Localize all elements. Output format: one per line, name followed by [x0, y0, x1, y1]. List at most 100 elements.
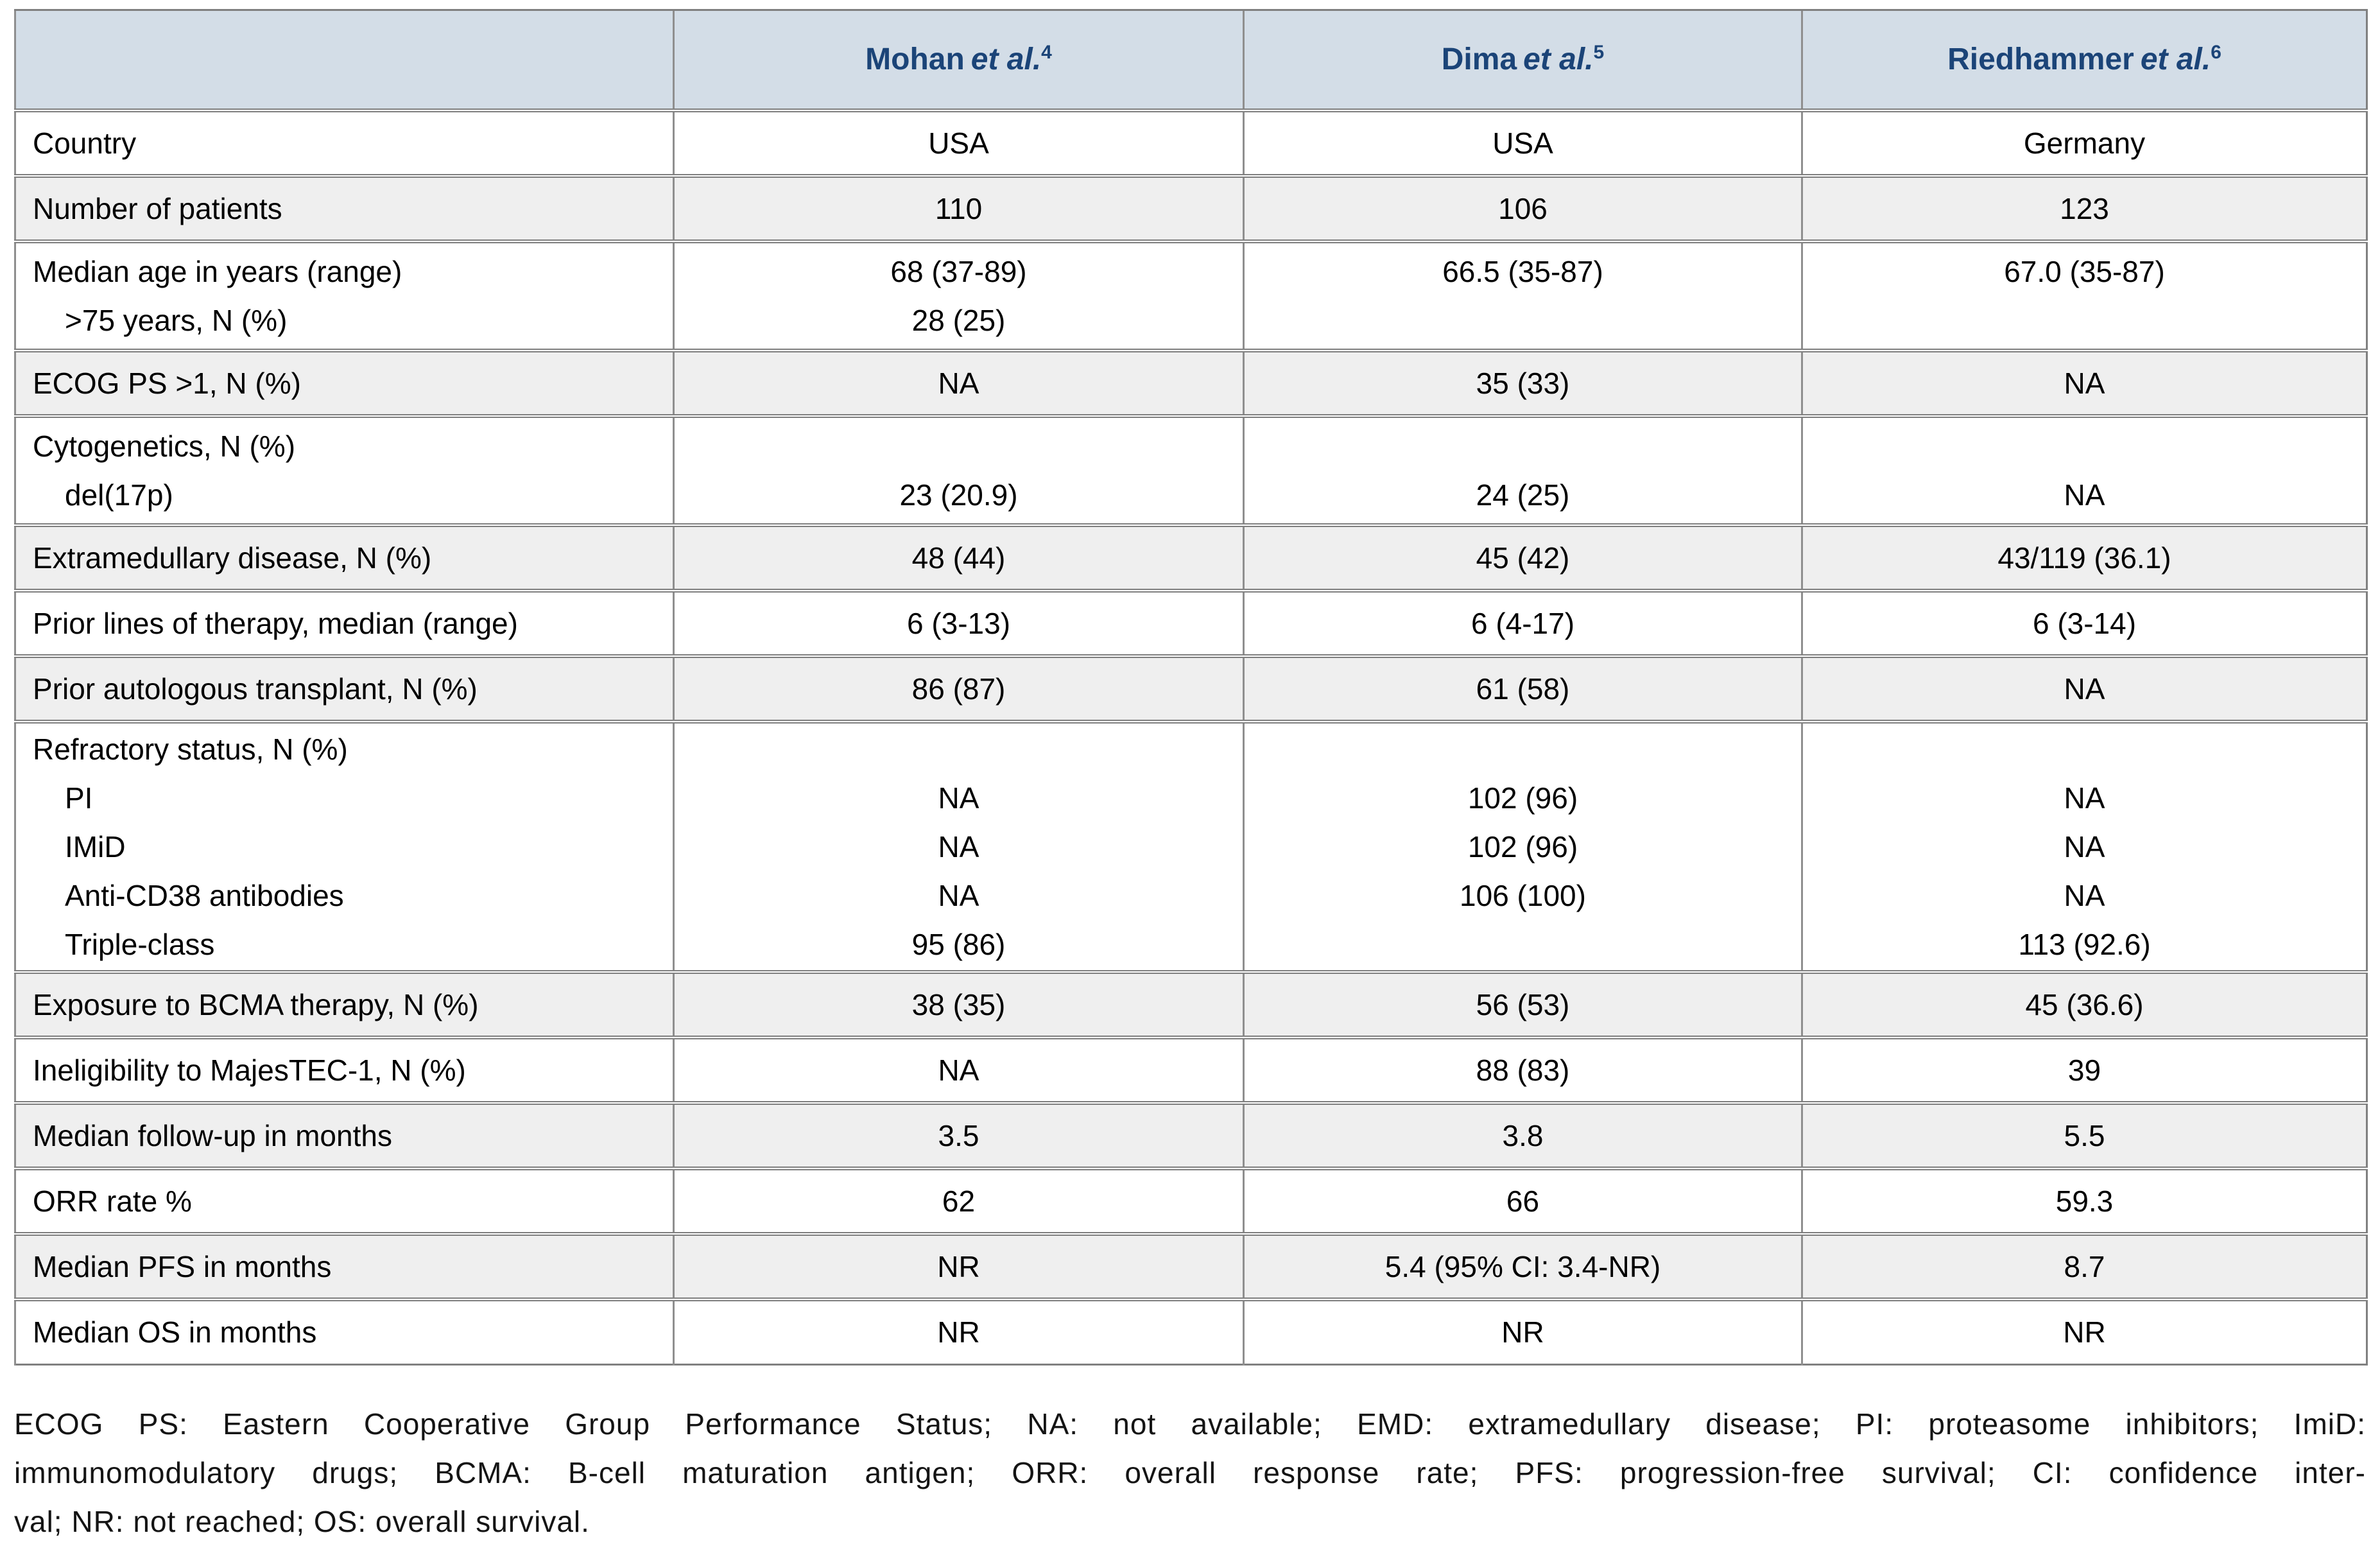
value-cell: NR — [1243, 1297, 1802, 1365]
value-cell: 23 (20.9) — [673, 413, 1244, 525]
table-row: Refractory status, N (%) PI IMiD Anti-CD38 … — [14, 719, 2367, 972]
table-row: ECOG PS >1, N (%) NA 35 (33) NA — [14, 348, 2367, 416]
value-line: 95 (86) — [911, 927, 1006, 961]
value-line: NA — [938, 781, 979, 815]
row-label-line: Number of patients — [33, 191, 282, 225]
value-line: 59.3 — [2055, 1184, 2114, 1218]
table-row: Ineligibility to MajesTEC-1, N (%) NA 88 (… — [14, 1035, 2367, 1103]
header-empty-cell — [14, 9, 674, 110]
row-label-cell: Exposure to BCMA therapy, N (%) — [14, 969, 674, 1037]
value-line: NA — [2064, 366, 2105, 400]
value-line — [680, 725, 1237, 774]
value-line: 88 (83) — [1476, 1053, 1570, 1087]
value-line: 66.5 (35-87) — [1442, 254, 1603, 288]
value-cell: 3.5 — [673, 1100, 1244, 1168]
value-line: NR — [937, 1315, 980, 1349]
value-cell: 106 — [1243, 173, 1802, 241]
table-row: Exposure to BCMA therapy, N (%) 38 (35) 56… — [14, 969, 2367, 1037]
value-cell: 6 (3-13) — [673, 588, 1244, 656]
table-row: Median OS in months NR NR NR — [14, 1297, 2367, 1365]
value-cell: 45 (42) — [1243, 523, 1802, 591]
value-line: 45 (42) — [1476, 541, 1570, 575]
value-cell: 102 (96) 102 (96) 106 (100) — [1243, 719, 1802, 972]
value-cell: NR — [1801, 1297, 2367, 1365]
value-cell: 6 (4-17) — [1243, 588, 1802, 656]
value-cell: 35 (33) — [1243, 348, 1802, 416]
table-row: Country USA USA Germany — [14, 108, 2367, 176]
header-col-riedhammer: Riedhammer et al.6 — [1801, 9, 2367, 110]
value-line: 3.8 — [1502, 1118, 1544, 1152]
value-line: 66 — [1506, 1184, 1540, 1218]
etal-label: et al. — [2140, 42, 2211, 77]
value-cell: 38 (35) — [673, 969, 1244, 1037]
value-line: NA — [2064, 478, 2105, 512]
row-label-line: IMiD — [65, 829, 126, 863]
header-col-mohan: Mohan et al.4 — [673, 9, 1244, 110]
row-label-cell: Prior lines of therapy, median (range) — [14, 588, 674, 656]
value-line: 106 (100) — [1460, 878, 1586, 912]
row-label-cell: ORR rate % — [14, 1166, 674, 1234]
row-label-line: Median OS in months — [33, 1315, 317, 1349]
row-label-line: Refractory status, N (%) — [33, 732, 348, 766]
value-line: 102 (96) — [1467, 781, 1578, 815]
value-line: 106 — [1498, 191, 1548, 225]
row-label-line: Ineligibility to MajesTEC-1, N (%) — [33, 1053, 466, 1087]
row-label-cell: Prior autologous transplant, N (%) — [14, 654, 674, 722]
value-cell: NA — [1801, 348, 2367, 416]
value-cell: 61 (58) — [1243, 654, 1802, 722]
etal-label: et al. — [970, 42, 1042, 77]
table-row: Number of patients 110 106 123 — [14, 173, 2367, 241]
study-name: Dima — [1441, 42, 1517, 77]
value-line: 23 (20.9) — [899, 478, 1018, 512]
table-row: Prior lines of therapy, median (range) 6 … — [14, 588, 2367, 656]
value-cell: 5.4 (95% CI: 3.4-NR) — [1243, 1231, 1802, 1299]
value-cell: NA — [673, 1035, 1244, 1103]
value-cell: 66 — [1243, 1166, 1802, 1234]
reference-superscript: 5 — [1593, 42, 1605, 64]
value-line: NA — [938, 878, 979, 912]
row-label-cell: Median age in years (range) >75 years, N … — [14, 239, 674, 351]
row-label-cell: Median OS in months — [14, 1297, 674, 1365]
value-cell: 8.7 — [1801, 1231, 2367, 1299]
row-label-line: Triple-class — [65, 927, 215, 961]
value-line — [1250, 725, 1796, 774]
row-label-line: del(17p) — [65, 478, 173, 512]
row-label-cell: Number of patients — [14, 173, 674, 241]
study-name: Riedhammer — [1947, 42, 2134, 77]
value-line: NA — [2064, 829, 2105, 863]
value-line: 5.5 — [2064, 1118, 2105, 1152]
row-label-line: Median age in years (range) — [33, 254, 402, 288]
value-line: NA — [2064, 878, 2105, 912]
value-cell: 45 (36.6) — [1801, 969, 2367, 1037]
value-line: 38 (35) — [911, 987, 1006, 1021]
value-line: NA — [2064, 781, 2105, 815]
value-line: NR — [1501, 1315, 1544, 1349]
value-line: NR — [937, 1249, 980, 1283]
value-line: 113 (92.6) — [2018, 927, 2151, 961]
value-cell: NR — [673, 1231, 1244, 1299]
reference-superscript: 6 — [2211, 42, 2221, 64]
value-line: 3.5 — [938, 1118, 979, 1152]
row-label-line: Cytogenetics, N (%) — [33, 429, 296, 463]
row-label-line: Prior autologous transplant, N (%) — [33, 672, 478, 706]
row-label-cell: Median PFS in months — [14, 1231, 674, 1299]
value-line — [1808, 296, 2361, 345]
value-cell: 56 (53) — [1243, 969, 1802, 1037]
table-body: Country USA USA Germany Number of patients 11… — [14, 108, 2367, 1365]
row-label-cell: Cytogenetics, N (%) del(17p) — [14, 413, 674, 525]
row-label-line: Prior lines of therapy, median (range) — [33, 606, 518, 640]
row-label-line: Extramedullary disease, N (%) — [33, 541, 432, 575]
row-label-cell: ECOG PS >1, N (%) — [14, 348, 674, 416]
value-cell: 39 — [1801, 1035, 2367, 1103]
table-row: Median follow-up in months 3.5 3.8 5.5 — [14, 1100, 2367, 1168]
value-line: 68 (37-89) — [890, 254, 1027, 288]
value-line: 8.7 — [2064, 1249, 2105, 1283]
table-row: ORR rate % 62 66 59.3 — [14, 1166, 2367, 1234]
row-label-cell: Country — [14, 108, 674, 176]
value-line: 39 — [2067, 1053, 2101, 1087]
value-cell: 59.3 — [1801, 1166, 2367, 1234]
value-cell: 123 — [1801, 173, 2367, 241]
value-line: USA — [928, 126, 989, 160]
header-col-dima: Dima et al.5 — [1243, 9, 1802, 110]
value-cell: NA — [1801, 654, 2367, 722]
